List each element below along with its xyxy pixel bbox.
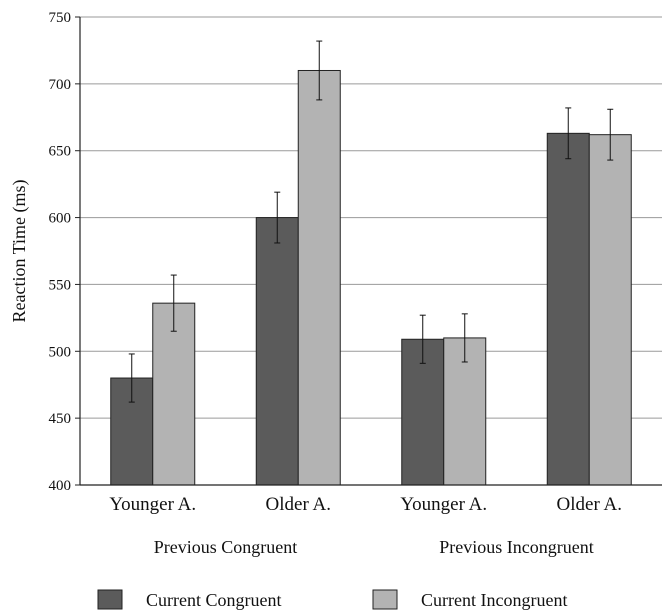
x-category-label: Younger A. xyxy=(400,494,487,515)
bar xyxy=(546,132,590,486)
group-label: Previous Congruent xyxy=(154,537,298,557)
group-label: Previous Incongruent xyxy=(439,537,593,557)
x-axis-category-labels: Younger A. Older A. Younger A. Older A. xyxy=(109,494,622,515)
legend-label: Current Congruent xyxy=(146,590,281,610)
bars xyxy=(110,40,632,486)
y-tick-label: 450 xyxy=(49,411,72,427)
legend-swatch xyxy=(372,589,398,610)
y-tick-label: 750 xyxy=(49,10,72,26)
bar xyxy=(297,69,341,486)
y-tick-label: 400 xyxy=(49,478,72,494)
legend: Current Congruent Current Incongruent xyxy=(97,589,567,610)
y-tick-label: 700 xyxy=(49,77,72,93)
y-tick-label: 600 xyxy=(49,211,72,227)
y-tick-label: 650 xyxy=(49,144,72,160)
legend-swatch xyxy=(97,589,123,610)
x-category-label: Younger A. xyxy=(109,494,196,515)
y-axis-label: Reaction Time (ms) xyxy=(9,179,30,322)
legend-label: Current Incongruent xyxy=(421,590,567,610)
bar xyxy=(588,134,632,486)
y-tick-label: 500 xyxy=(49,344,72,360)
bar xyxy=(255,217,299,486)
x-category-label: Older A. xyxy=(266,494,331,515)
group-labels: Previous Congruent Previous Incongruent xyxy=(154,537,594,557)
y-axis-ticks: 400 450 500 550 600 650 700 750 xyxy=(49,10,80,494)
x-category-label: Older A. xyxy=(557,494,622,515)
y-tick-label: 550 xyxy=(49,277,72,293)
axes xyxy=(79,17,662,486)
